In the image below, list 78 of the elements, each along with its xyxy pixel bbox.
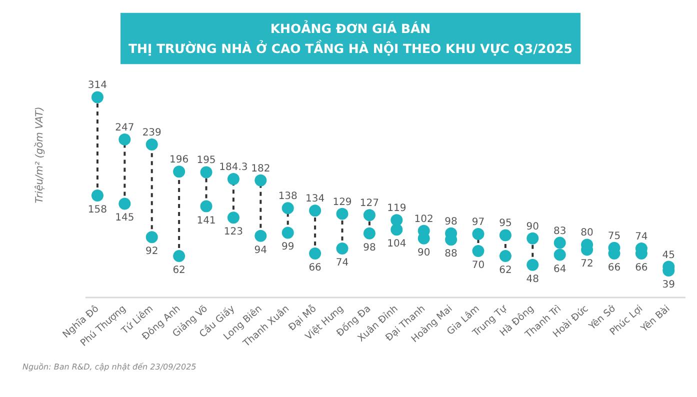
point (472, 228, 484, 240)
point (200, 200, 212, 212)
point (282, 202, 294, 214)
data-label: 66 (308, 262, 322, 274)
point (91, 190, 104, 202)
point (554, 236, 566, 249)
data-label: 104 (387, 238, 406, 250)
data-label: 88 (444, 248, 458, 260)
data-label: 123 (224, 226, 244, 238)
data-label: 45 (662, 250, 676, 261)
point (390, 224, 403, 236)
point (146, 138, 158, 150)
point (146, 231, 158, 244)
data-label: 94 (254, 244, 268, 256)
data-label: 158 (88, 204, 108, 216)
point (91, 91, 104, 104)
data-label: 90 (417, 247, 430, 258)
point (472, 245, 484, 257)
data-label: 62 (499, 265, 512, 276)
data-label: 239 (142, 127, 162, 138)
data-label: 102 (414, 214, 434, 225)
point (227, 172, 240, 185)
data-label: 196 (170, 154, 189, 166)
point (336, 208, 348, 220)
data-label: 129 (332, 196, 352, 208)
data-label: 98 (444, 216, 458, 228)
point (336, 242, 348, 254)
point (118, 133, 131, 146)
data-label: 64 (553, 264, 566, 275)
data-label: 90 (526, 221, 540, 232)
point (254, 174, 267, 186)
point (227, 212, 240, 224)
data-label: 83 (553, 226, 566, 237)
point (363, 227, 376, 240)
data-label: 141 (196, 215, 216, 226)
data-label: 74 (336, 257, 349, 268)
point (173, 250, 186, 262)
data-label: 134 (306, 194, 325, 205)
data-label: 75 (608, 230, 621, 242)
data-label: 99 (281, 242, 294, 253)
data-label: 95 (499, 218, 512, 230)
data-label: 70 (472, 260, 485, 272)
data-label: 66 (608, 262, 621, 274)
data-label: 92 (146, 246, 158, 258)
data-label: 80 (580, 228, 594, 239)
text: Nguồn: Ban R&D, cập nhật đến 23/09/2025 (22, 362, 196, 372)
chart-title: KHOẢNG ĐƠN GIÁ BÁN THỊ TRƯỜNG NHÀ Ở CAO TẦNG HÀ NỘI THEO KHU VỰC Q3/2025 (128, 20, 572, 56)
data-label: 247 (115, 122, 134, 134)
data-label: 62 (172, 265, 186, 276)
data-label: 74 (635, 231, 648, 242)
data-label: 98 (363, 242, 376, 254)
point (526, 232, 539, 244)
data-label: 138 (278, 191, 298, 202)
data-label: 195 (196, 155, 216, 166)
point (499, 250, 512, 262)
data-label: 72 (580, 258, 594, 270)
point (173, 166, 186, 178)
point (309, 204, 322, 217)
y-axis-title: Triệu/m² (gồm VAT) (34, 106, 46, 204)
data-label: 182 (251, 163, 270, 174)
data-label: 184.3 (219, 162, 248, 173)
point (118, 198, 131, 210)
data-label: 145 (115, 212, 134, 224)
point (254, 230, 267, 242)
point (526, 258, 539, 271)
point (309, 248, 322, 260)
point (363, 209, 376, 222)
point (282, 226, 294, 239)
data-label: 314 (88, 80, 108, 92)
point (200, 166, 212, 178)
data-label: 97 (472, 216, 485, 228)
data-label: 119 (387, 203, 406, 214)
data-label: 39 (662, 280, 676, 291)
data-label: 66 (635, 262, 648, 274)
data-label: 48 (526, 274, 540, 285)
point (499, 229, 512, 242)
data-label: 127 (360, 198, 380, 210)
point (554, 248, 566, 261)
